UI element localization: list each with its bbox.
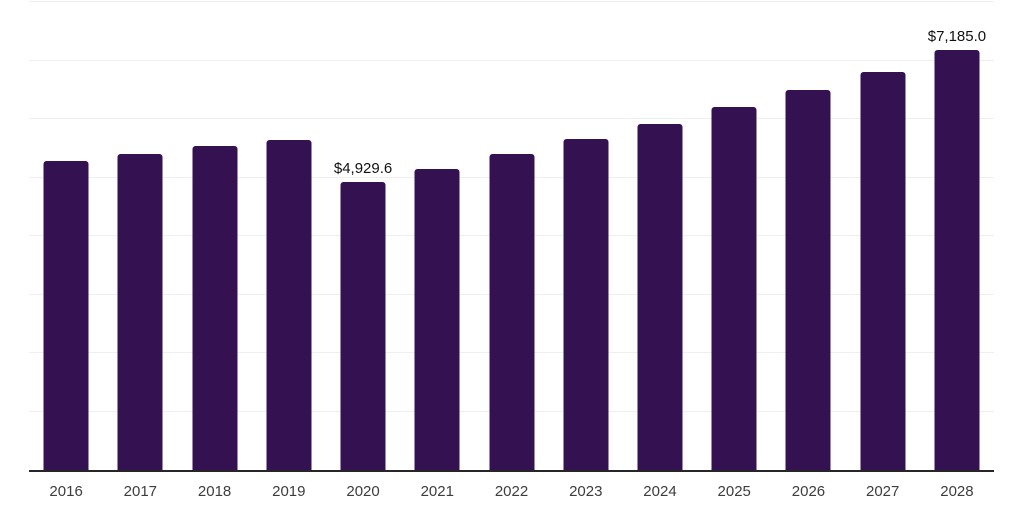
bar-slot-2022 (474, 2, 548, 470)
x-tick-2017: 2017 (123, 483, 158, 500)
x-axis-labels: 2016 2017 2018 2019 2020 2021 2022 2023 2024 2025… (29, 483, 994, 500)
x-tick-2026: 2026 (791, 483, 826, 500)
x-tick-2027: 2027 (866, 483, 900, 500)
bar-2027 (860, 72, 906, 470)
x-tick-2022: 2022 (494, 483, 529, 500)
bars-row: $4,929.6 $7,185.0 (29, 2, 994, 470)
bar-slot-2019 (252, 2, 326, 470)
bar-2026 (785, 90, 831, 470)
plot-area: $4,929.6 $7,185.0 (29, 1, 994, 472)
bar-slot-2018 (177, 2, 251, 470)
bar-2020 (340, 181, 386, 470)
x-tick-2024: 2024 (643, 483, 677, 500)
bar-2022 (489, 153, 535, 470)
bar-2028 (934, 49, 980, 470)
x-tick-2021: 2021 (420, 483, 454, 500)
bar-slot-2023 (549, 2, 623, 470)
bar-2025 (711, 107, 757, 470)
bar-2024 (637, 123, 683, 470)
bar-slot-2028: $7,185.0 (920, 2, 994, 470)
bar-slot-2024 (623, 2, 697, 470)
bar-2016 (43, 160, 89, 470)
gridline-8000 (29, 1, 994, 2)
bar-slot-2021 (400, 2, 474, 470)
x-tick-2018: 2018 (197, 483, 232, 500)
bar-slot-2016 (29, 2, 103, 470)
x-tick-2016: 2016 (49, 483, 83, 500)
bar-slot-2027 (846, 2, 920, 470)
data-label-2020: $4,929.6 (333, 159, 393, 177)
data-label-2028: $7,185.0 (927, 27, 987, 45)
bar-2017 (117, 153, 163, 470)
bar-2019 (266, 139, 312, 470)
bar-2021 (414, 168, 460, 470)
x-tick-2019: 2019 (272, 483, 306, 500)
bar-slot-2020: $4,929.6 (326, 2, 400, 470)
bar-slot-2026 (771, 2, 845, 470)
bar-slot-2017 (103, 2, 177, 470)
gridline-6000 (29, 118, 994, 119)
x-tick-2028: 2028 (940, 483, 974, 500)
gridline-7000 (29, 59, 994, 61)
x-tick-2023: 2023 (569, 483, 603, 500)
bar-2023 (563, 138, 609, 470)
bar-2018 (192, 145, 238, 470)
bar-slot-2025 (697, 2, 771, 470)
x-tick-2025: 2025 (717, 483, 751, 500)
x-tick-2020: 2020 (346, 483, 380, 500)
